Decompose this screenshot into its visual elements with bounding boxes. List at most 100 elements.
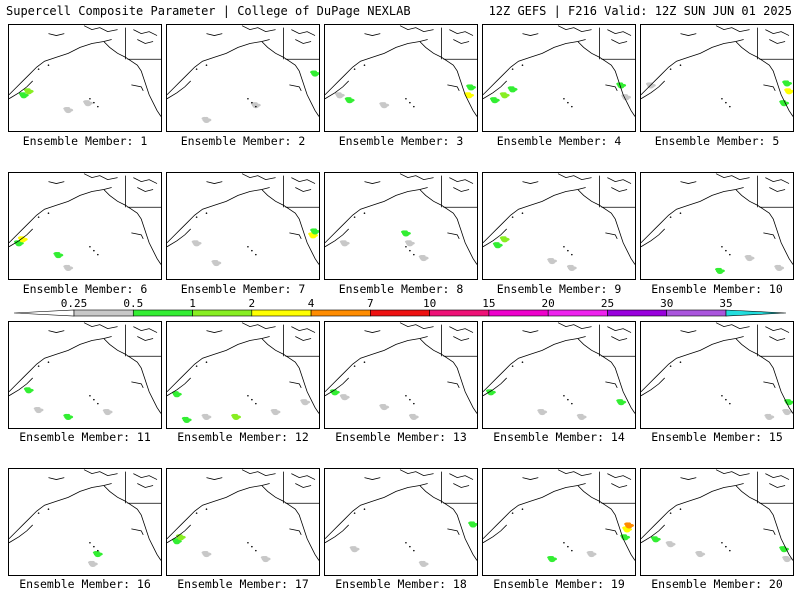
island-dot [97, 402, 99, 405]
scp-contour-blob [201, 413, 212, 421]
coastline-path [611, 39, 628, 44]
map-svg [325, 469, 477, 568]
ensemble-map-panel [482, 24, 636, 132]
island-dot [725, 398, 727, 401]
island-dot [521, 64, 524, 66]
coastline-path [611, 483, 628, 488]
ensemble-member-label: Ensemble Member: 2 [180, 134, 306, 148]
scp-contour-blob [622, 526, 633, 533]
island-dot [89, 245, 91, 248]
coastline-path [261, 485, 319, 561]
scp-contour-cell [549, 558, 556, 563]
island-dot [409, 101, 411, 104]
scp-contour-cell [501, 95, 508, 99]
ensemble-member-label: Ensemble Member: 8 [338, 282, 464, 296]
scp-contour-cell [94, 553, 101, 558]
coastline-path [289, 528, 302, 536]
island-dot [195, 216, 198, 218]
coastline-path [399, 25, 434, 33]
scp-contour-blob [779, 100, 790, 107]
coastline-path [167, 228, 191, 248]
scp-contour-blob [485, 389, 496, 396]
scp-contour-cell [420, 563, 427, 568]
scp-contour-cell [501, 239, 508, 243]
coastline-path [763, 381, 776, 389]
island-dot [721, 541, 723, 544]
island-dot [37, 216, 40, 218]
island-dot [353, 68, 356, 70]
scp-contour-blob [270, 408, 281, 416]
island-dot [571, 105, 573, 108]
coastline-path [557, 25, 592, 33]
coastline-path [735, 338, 793, 414]
scp-contour-cell [468, 87, 475, 91]
island-dot [679, 508, 682, 510]
island-dot [363, 508, 366, 510]
coastline-path [680, 33, 697, 36]
coastline-path [449, 473, 474, 480]
scp-contour-blob [300, 399, 311, 406]
coastline-path [131, 232, 144, 240]
island-dot [571, 253, 573, 256]
scp-contour-blob [782, 408, 793, 416]
island-dot [567, 398, 569, 401]
scp-contour-blob [211, 259, 222, 267]
coastline-path [241, 322, 276, 330]
coastline-path [607, 177, 632, 184]
coastline-path [48, 477, 65, 480]
coastline-path [364, 33, 381, 36]
scp-contour-cell [104, 411, 111, 416]
coastline-path [680, 477, 697, 480]
map-svg [483, 469, 635, 563]
scp-contour-cell [213, 262, 220, 267]
scp-contour-blob [181, 416, 192, 423]
ensemble-member-label: Ensemble Member: 17 [177, 577, 309, 591]
map-svg [167, 322, 319, 423]
island-dot [679, 212, 682, 214]
scp-contour-blob [260, 555, 271, 563]
model-run-info: 12Z GEFS | F216 Valid: 12Z SUN JUN 01 20… [488, 4, 792, 18]
map-svg [641, 322, 793, 421]
coastline-path [289, 84, 302, 92]
coastline-path [605, 381, 618, 389]
coastline-path [9, 524, 33, 544]
island-dot [571, 549, 573, 552]
scp-contour-blob [63, 413, 74, 421]
coastline-path [577, 485, 635, 561]
coastline-path [261, 189, 319, 265]
colorbar-segment [192, 309, 253, 317]
island-dot [37, 512, 40, 514]
island-dot [669, 216, 672, 218]
coastline-path [605, 84, 618, 92]
island-dot [409, 545, 411, 548]
coastline-path [295, 483, 312, 488]
coastline-path [763, 232, 776, 240]
ensemble-map-panel [8, 172, 162, 280]
coastline-path [449, 29, 474, 36]
coastline-path [167, 80, 191, 100]
coastline-path [399, 322, 434, 330]
coastline-path [399, 469, 434, 477]
coastline-path [419, 41, 477, 117]
island-dot [247, 97, 249, 100]
island-dot [47, 212, 50, 214]
scp-contour-cell [351, 549, 358, 553]
coastline-path [399, 173, 434, 181]
coastline-path [103, 485, 161, 561]
scp-contour-cell [233, 416, 240, 421]
island-dot [195, 365, 198, 367]
scp-contour-blob [621, 94, 632, 101]
coastline-path [167, 187, 270, 244]
island-dot [93, 545, 95, 548]
scp-contour-cell [578, 416, 585, 421]
island-dot [563, 245, 565, 248]
coastline-path [715, 173, 750, 181]
coastline-path [483, 187, 586, 244]
scp-contour-cell [624, 529, 631, 533]
coastline-path [261, 41, 319, 117]
island-dot [721, 97, 723, 100]
island-dot [511, 68, 514, 70]
scp-contour-blob [547, 555, 558, 563]
scp-contour-cell [35, 409, 42, 414]
coastline-path [206, 181, 223, 184]
